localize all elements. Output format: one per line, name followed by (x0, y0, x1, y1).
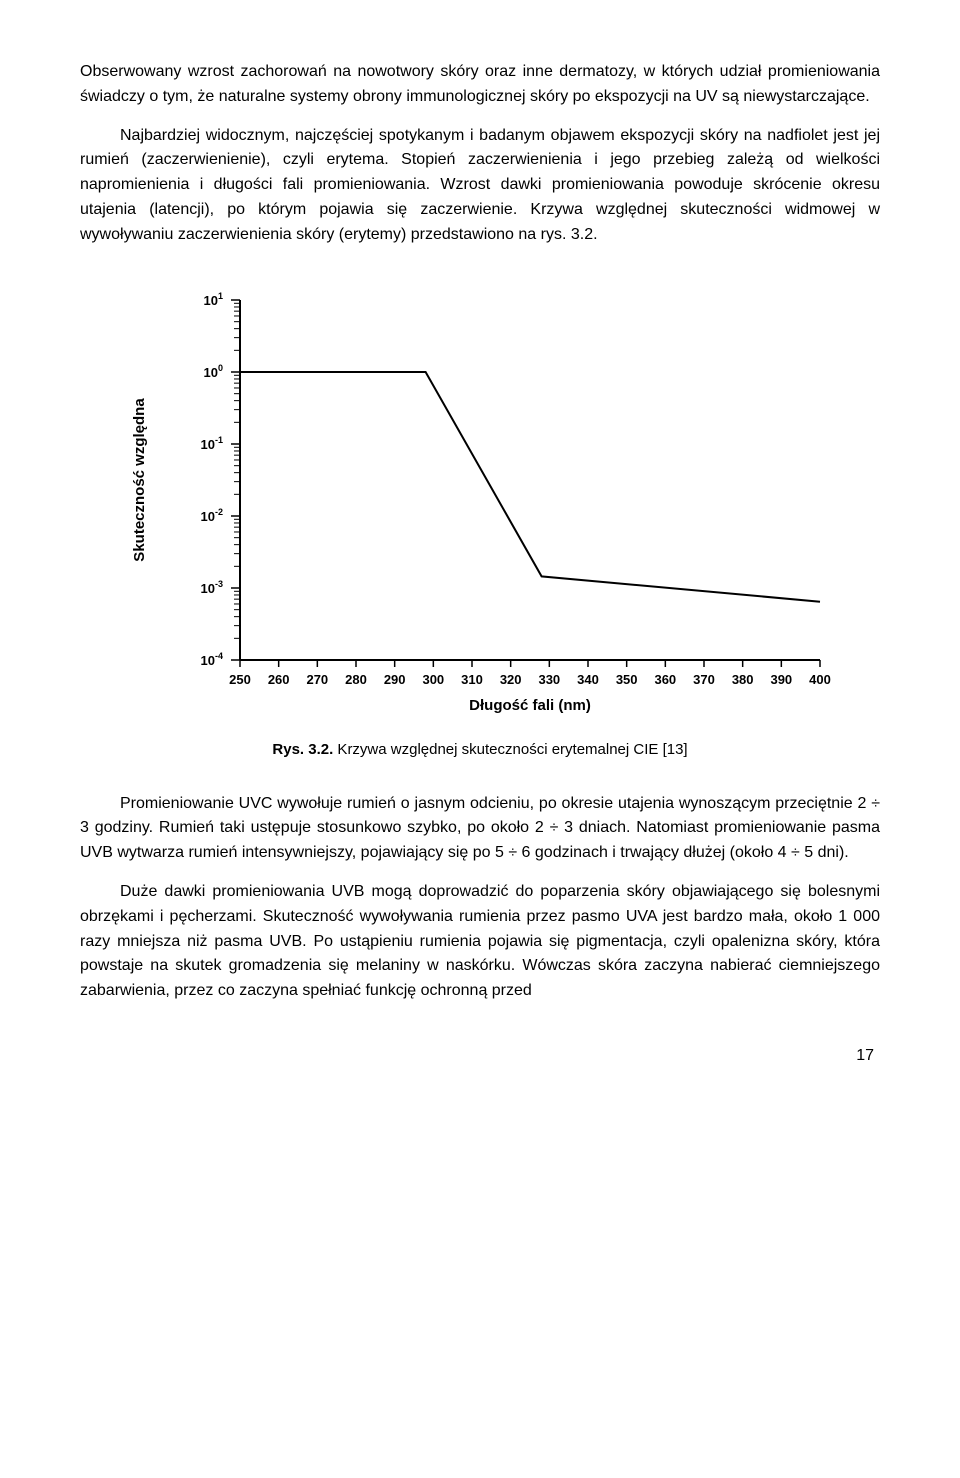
paragraph-1: Obserwowany wzrost zachorowań na nowotwo… (80, 60, 880, 110)
paragraph-4: Duże dawki promieniowania UVB mogą dopro… (80, 880, 880, 1004)
svg-text:360: 360 (654, 672, 676, 687)
svg-text:Skuteczność względna: Skuteczność względna (131, 397, 148, 561)
svg-text:330: 330 (538, 672, 560, 687)
svg-text:100: 100 (204, 363, 223, 380)
caption-lead: Rys. 3.2. (272, 741, 333, 758)
svg-text:101: 101 (204, 291, 223, 308)
svg-text:250: 250 (229, 672, 251, 687)
caption-rest: Krzywa względnej skuteczności erytemalne… (333, 741, 687, 758)
paragraph-2: Najbardziej widocznym, najczęściej spoty… (80, 124, 880, 248)
svg-text:390: 390 (770, 672, 792, 687)
svg-text:10-4: 10-4 (201, 651, 223, 668)
figure-caption: Rys. 3.2. Krzywa względnej skuteczności … (80, 738, 880, 761)
svg-text:260: 260 (268, 672, 290, 687)
erythema-chart: 10-4 10-3 10-2 10-1 100 101 250 260 270 280 290 300… (120, 280, 840, 729)
svg-text:340: 340 (577, 672, 599, 687)
svg-text:10-1: 10-1 (201, 435, 223, 452)
chart-svg: 10-4 10-3 10-2 10-1 100 101 250 260 270 280 290 300… (120, 280, 840, 720)
paragraph-3: Promieniowanie UVC wywołuje rumień o jas… (80, 792, 880, 866)
svg-text:10-3: 10-3 (201, 579, 223, 596)
svg-text:320: 320 (500, 672, 522, 687)
svg-text:380: 380 (732, 672, 754, 687)
svg-text:370: 370 (693, 672, 715, 687)
svg-text:Długość fali (nm): Długość fali (nm) (469, 697, 591, 714)
svg-text:400: 400 (809, 672, 831, 687)
svg-text:280: 280 (345, 672, 367, 687)
svg-text:270: 270 (306, 672, 328, 687)
svg-text:300: 300 (422, 672, 444, 687)
svg-text:290: 290 (384, 672, 406, 687)
page-number: 17 (80, 1044, 880, 1069)
svg-text:310: 310 (461, 672, 483, 687)
svg-text:350: 350 (616, 672, 638, 687)
svg-text:10-2: 10-2 (201, 507, 223, 524)
